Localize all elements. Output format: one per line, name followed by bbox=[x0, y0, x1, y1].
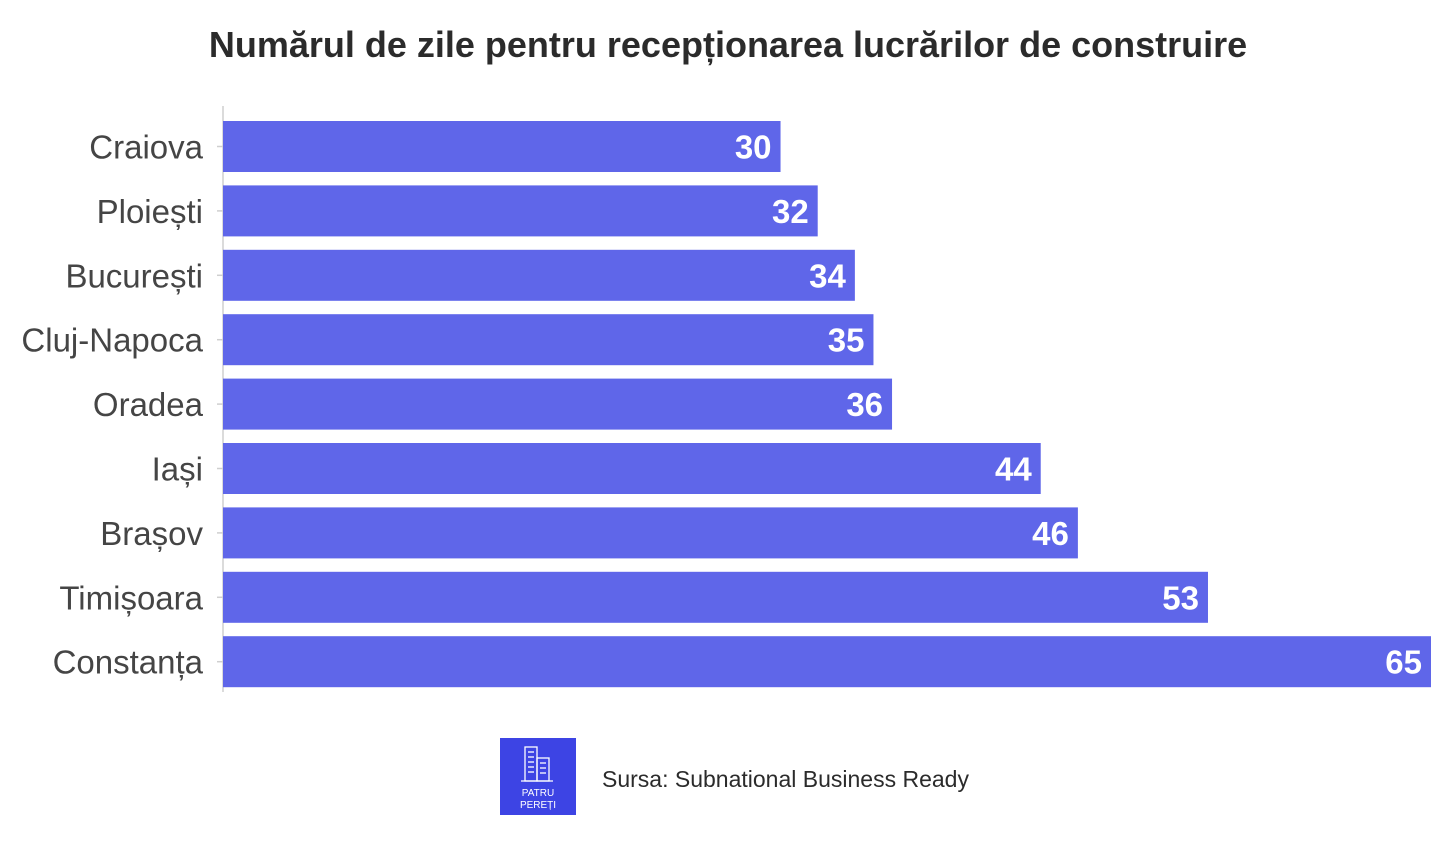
bar bbox=[223, 378, 893, 430]
category-label: Cluj-Napoca bbox=[21, 322, 203, 359]
value-label: 34 bbox=[809, 257, 846, 294]
category-label: Brașov bbox=[100, 515, 203, 552]
value-label: 36 bbox=[846, 386, 883, 423]
bars-group: Craiova 30 Ploiești 32 București 34 Cluj-Napoc… bbox=[21, 121, 1431, 688]
value-label: 53 bbox=[1162, 579, 1199, 616]
value-label: 35 bbox=[828, 322, 865, 359]
category-label: Iași bbox=[152, 451, 203, 488]
value-label: 46 bbox=[1032, 515, 1069, 552]
bar bbox=[223, 249, 855, 301]
bar bbox=[223, 314, 874, 366]
logo-line-2: PEREȚI bbox=[520, 800, 556, 811]
building-icon bbox=[521, 746, 553, 782]
value-label: 65 bbox=[1385, 644, 1422, 681]
bar bbox=[223, 636, 1431, 688]
category-label: Timișoara bbox=[59, 579, 203, 616]
category-label: București bbox=[65, 257, 203, 294]
logo-line-1: PATRU bbox=[522, 788, 554, 799]
category-label: Constanța bbox=[53, 644, 204, 681]
chart-title: Numărul de zile pentru recepționarea luc… bbox=[209, 24, 1247, 66]
category-label: Craiova bbox=[89, 129, 203, 166]
bar bbox=[223, 121, 781, 172]
value-label: 32 bbox=[772, 193, 809, 230]
bar bbox=[223, 507, 1078, 559]
footer: PATRU PEREȚI Sursa: Subnational Business… bbox=[500, 738, 969, 815]
source-note: Sursa: Subnational Business Ready bbox=[602, 766, 969, 792]
value-label: 44 bbox=[995, 451, 1032, 488]
bar bbox=[223, 571, 1208, 623]
value-label: 30 bbox=[735, 129, 772, 166]
bar bbox=[223, 443, 1041, 494]
category-label: Oradea bbox=[93, 386, 204, 423]
bar bbox=[223, 185, 818, 237]
patru-pereti-logo: PATRU PEREȚI bbox=[500, 738, 576, 815]
category-label: Ploiești bbox=[97, 193, 203, 230]
